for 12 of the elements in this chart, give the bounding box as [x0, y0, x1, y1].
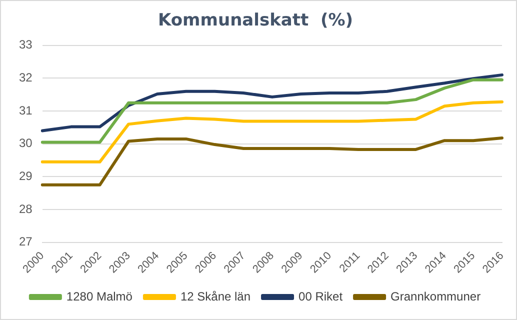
- y-tick-label: 27: [18, 234, 33, 249]
- legend-label: 12 Skåne län: [180, 289, 251, 304]
- legend-label: 00 Riket: [298, 289, 344, 304]
- y-tick-label: 31: [18, 103, 33, 118]
- legend-label: 1280 Malmö: [66, 289, 133, 304]
- y-tick-label: 30: [18, 136, 33, 150]
- chart-title: Kommunalskatt (%): [158, 10, 354, 31]
- y-tick-label: 33: [18, 38, 33, 52]
- y-tick-label: 29: [18, 169, 33, 184]
- legend-label: Grannkommuner: [390, 289, 481, 304]
- y-tick-label: 32: [18, 70, 33, 85]
- y-tick-label: 28: [18, 202, 33, 216]
